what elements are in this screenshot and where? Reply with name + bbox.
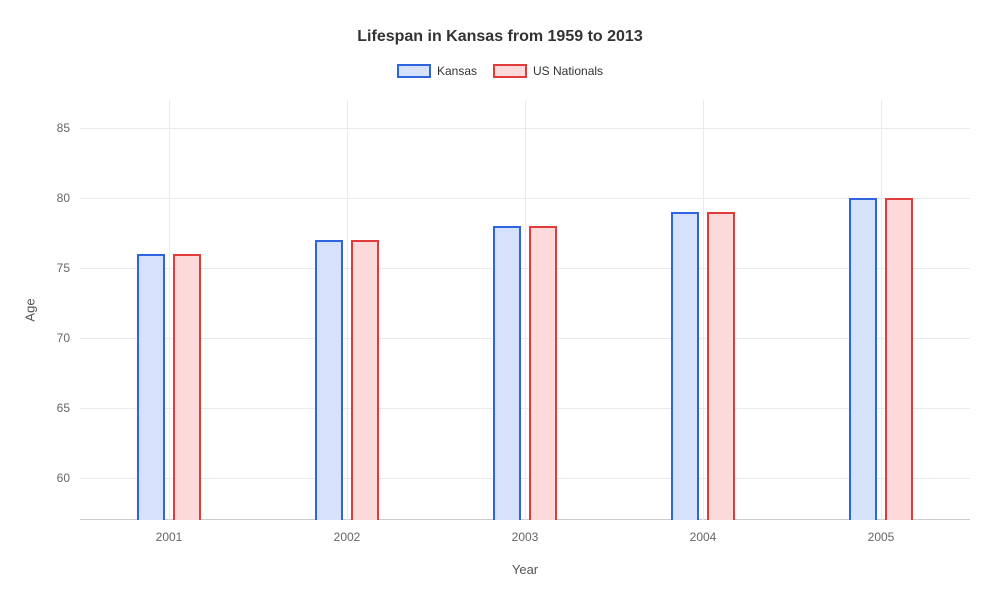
bar-kansas xyxy=(315,240,343,520)
bar-us-nationals xyxy=(885,198,913,520)
legend-label-kansas: Kansas xyxy=(437,64,477,78)
legend-swatch-us xyxy=(493,64,527,78)
legend-item-kansas: Kansas xyxy=(397,64,477,78)
bar-kansas xyxy=(671,212,699,520)
xtick-label: 2005 xyxy=(868,520,895,544)
legend: Kansas US Nationals xyxy=(0,64,1000,78)
xtick-label: 2001 xyxy=(156,520,183,544)
x-axis-label: Year xyxy=(512,562,538,577)
bar-us-nationals xyxy=(529,226,557,520)
gridline-v xyxy=(525,100,526,520)
ytick-label: 80 xyxy=(57,191,80,205)
ytick-label: 65 xyxy=(57,401,80,415)
ytick-label: 70 xyxy=(57,331,80,345)
xtick-label: 2003 xyxy=(512,520,539,544)
ytick-label: 60 xyxy=(57,471,80,485)
bar-us-nationals xyxy=(351,240,379,520)
bar-us-nationals xyxy=(707,212,735,520)
chart-container: Lifespan in Kansas from 1959 to 2013 Kan… xyxy=(0,0,1000,600)
gridline-v xyxy=(347,100,348,520)
bar-us-nationals xyxy=(173,254,201,520)
gridline-v xyxy=(881,100,882,520)
xtick-label: 2002 xyxy=(334,520,361,544)
bar-kansas xyxy=(849,198,877,520)
xtick-label: 2004 xyxy=(690,520,717,544)
legend-item-us: US Nationals xyxy=(493,64,603,78)
ytick-label: 85 xyxy=(57,121,80,135)
legend-label-us: US Nationals xyxy=(533,64,603,78)
ytick-label: 75 xyxy=(57,261,80,275)
bar-kansas xyxy=(493,226,521,520)
plot-area: 60657075808520012002200320042005 xyxy=(80,100,970,520)
legend-swatch-kansas xyxy=(397,64,431,78)
chart-title: Lifespan in Kansas from 1959 to 2013 xyxy=(0,28,1000,46)
gridline-v xyxy=(703,100,704,520)
y-axis-label: Age xyxy=(23,298,38,321)
bar-kansas xyxy=(137,254,165,520)
gridline-v xyxy=(169,100,170,520)
